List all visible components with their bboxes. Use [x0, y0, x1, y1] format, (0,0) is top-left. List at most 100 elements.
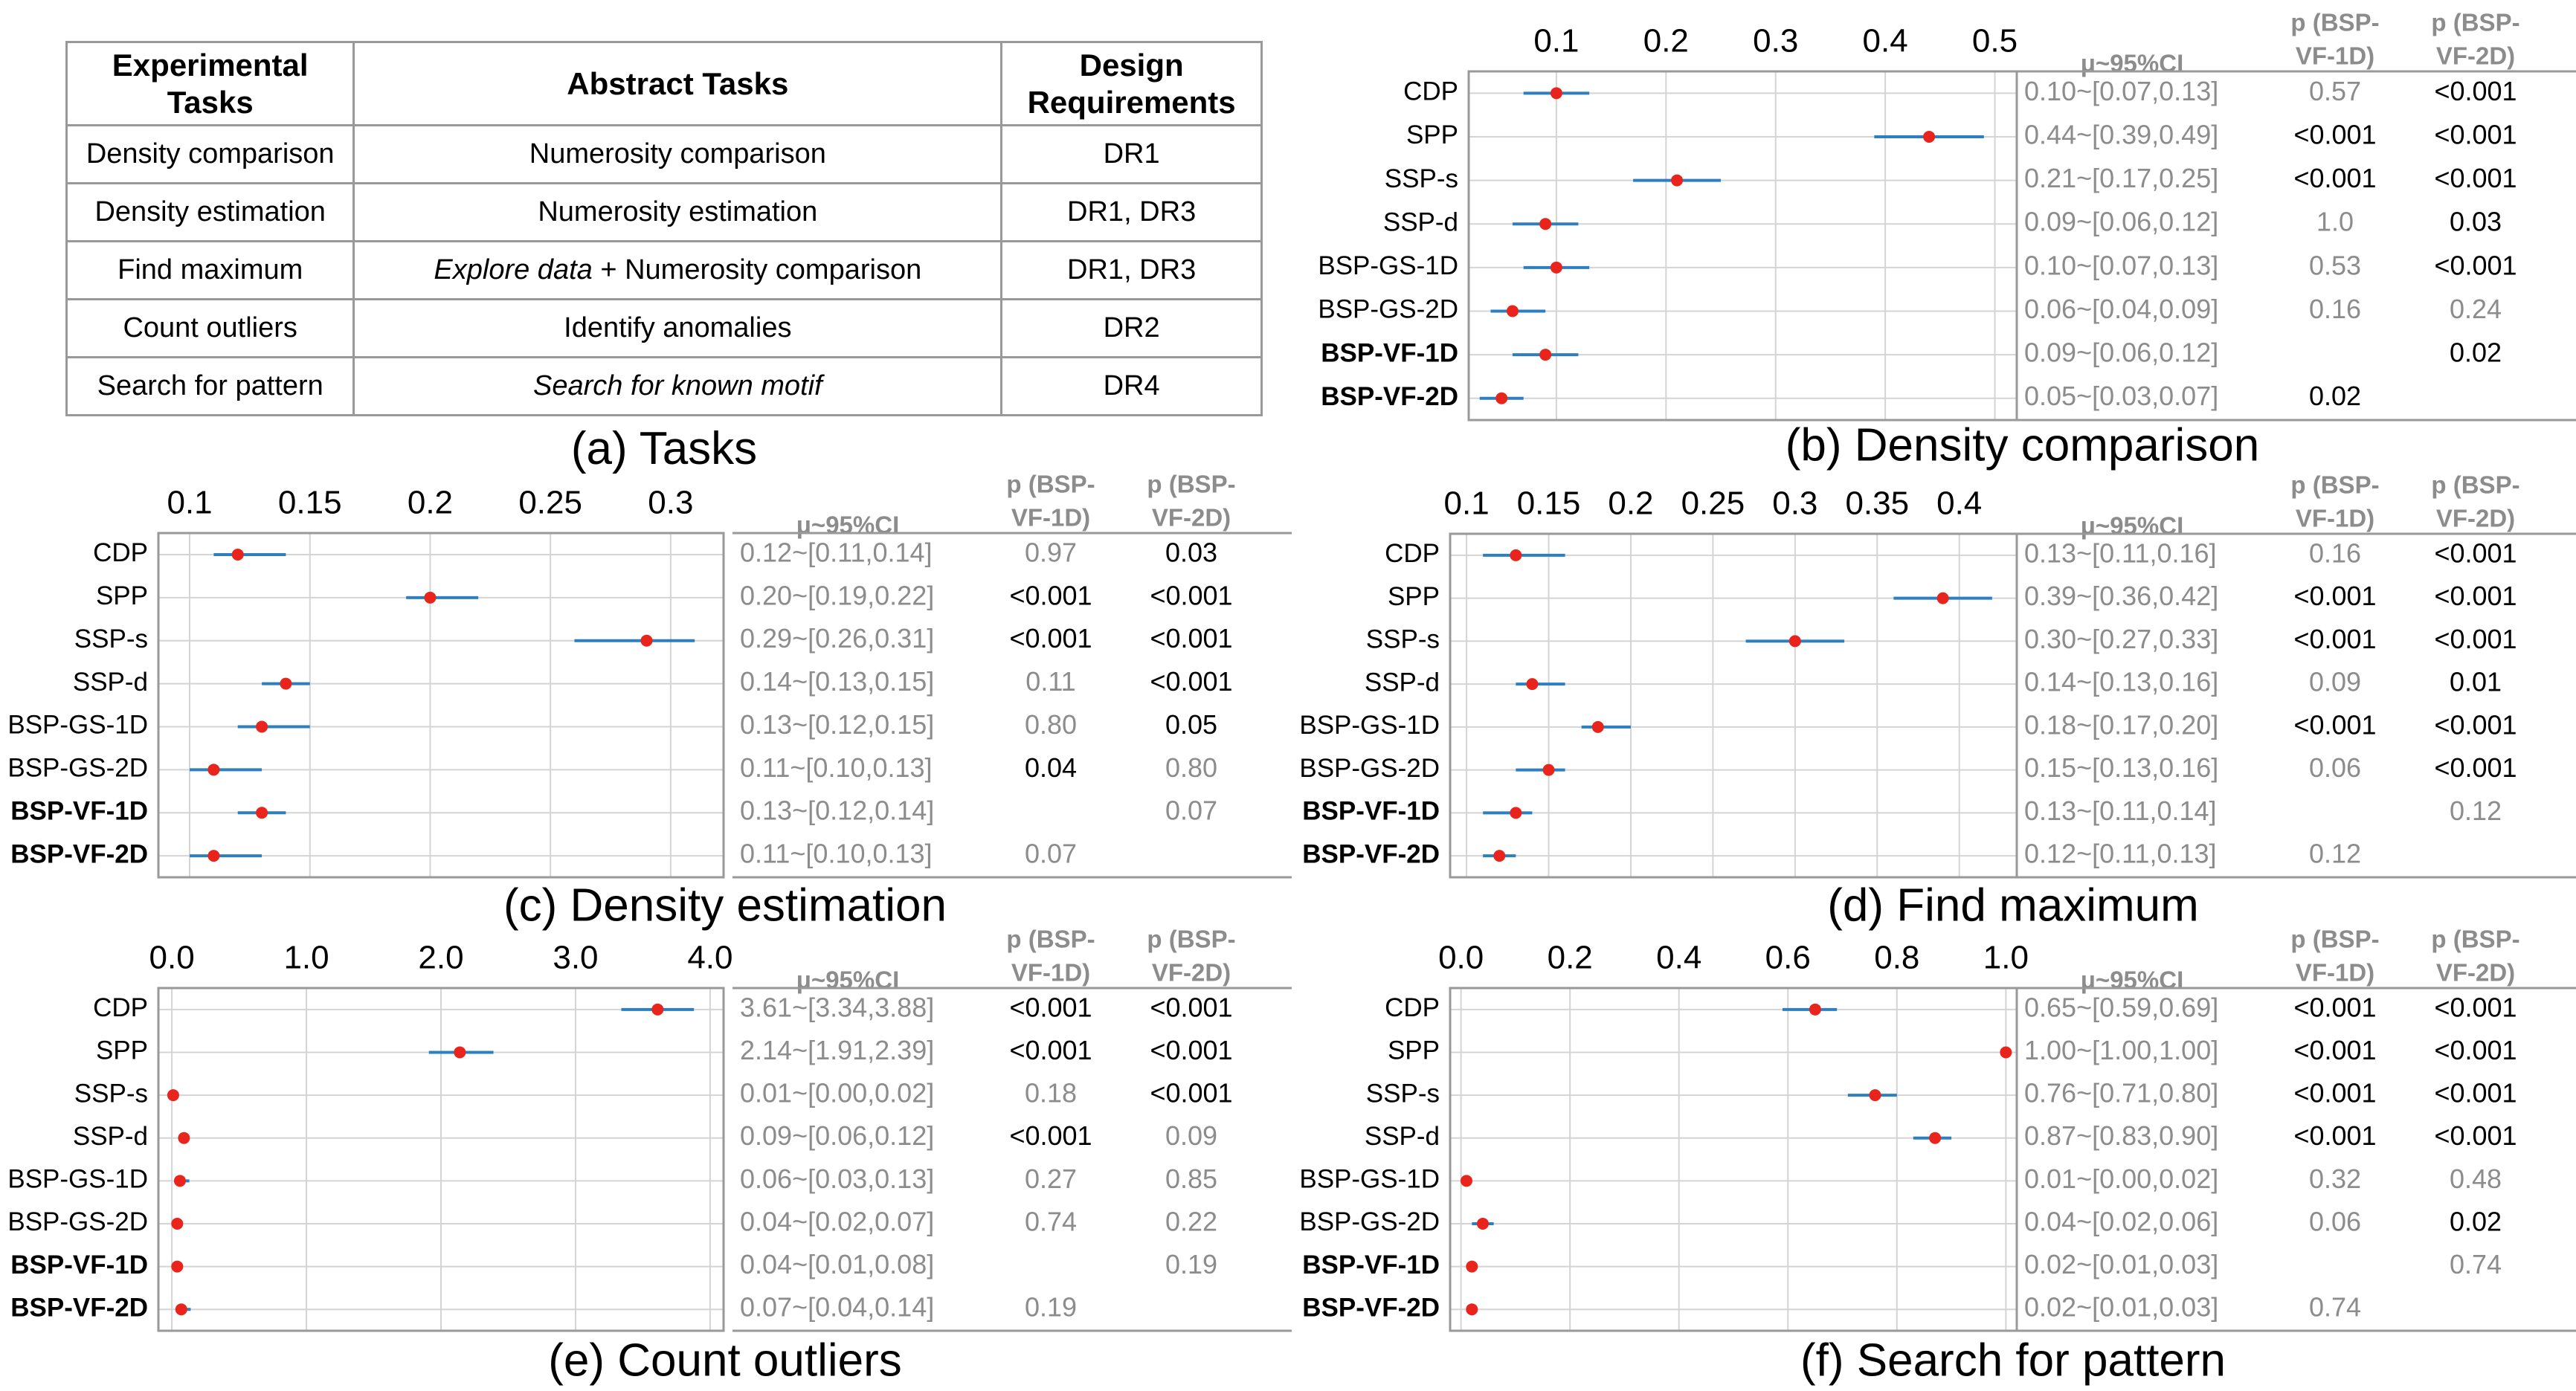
ci-value: 0.04~[0.02,0.06]	[2024, 1206, 2218, 1236]
p2-value: 0.01	[2450, 667, 2502, 697]
p1-value: <0.001	[2293, 1120, 2376, 1151]
category-label: BSP-GS-2D	[1299, 754, 1440, 783]
category-label: BSP-GS-1D	[1299, 711, 1440, 740]
abstract-task-text: Search for known motif	[533, 370, 822, 401]
ci-value: 3.61~[3.34,3.88]	[740, 992, 934, 1022]
x-tick-label: 0.2	[1643, 23, 1689, 59]
mean-point	[1460, 1175, 1472, 1187]
x-tick-label: 0.15	[1517, 485, 1581, 522]
tasks-table-row: Count outliers Identify anomalies DR2	[65, 298, 1263, 358]
category-label: SSP-s	[1366, 1079, 1440, 1108]
category-label: CDP	[93, 993, 148, 1022]
mean-point	[454, 1046, 466, 1059]
x-tick-label: 1.0	[283, 940, 329, 976]
p2-value: 0.02	[2450, 1206, 2502, 1236]
x-tick-label: 0.1	[1444, 485, 1490, 522]
category-label: SPP	[1406, 120, 1458, 149]
category-label: BSP-GS-1D	[7, 1165, 148, 1194]
tasks-caption: (a) Tasks	[570, 423, 758, 474]
p1-value: 0.97	[1025, 537, 1077, 567]
p2-header: VF-2D)	[2436, 505, 2515, 532]
panel-caption: (e) Count outliers	[548, 1334, 902, 1386]
panel-caption: (c) Density estimation	[503, 880, 947, 931]
abstract-task-cell: Numerosity comparison	[352, 124, 1003, 184]
mean-point	[207, 850, 220, 862]
p1-header: p (BSP-	[2290, 9, 2379, 36]
plot-frame	[1449, 987, 2018, 1332]
x-tick-label: 0.3	[1772, 485, 1817, 522]
p1-value: 0.16	[2309, 538, 2361, 568]
p2-value: 0.24	[2450, 294, 2502, 324]
ci-header: μ~95%CI	[2081, 50, 2184, 77]
p1-value: <0.001	[2293, 581, 2376, 611]
design-requirement-cell: DR1	[1000, 124, 1263, 184]
category-label: CDP	[1403, 77, 1458, 106]
ci-value: 0.06~[0.04,0.09]	[2024, 294, 2218, 324]
category-label: SPP	[96, 1036, 148, 1065]
ci-value: 0.09~[0.06,0.12]	[740, 1120, 934, 1151]
p1-value: <0.001	[2293, 119, 2376, 149]
category-label: BSP-VF-1D	[1302, 797, 1440, 826]
mean-point	[1506, 305, 1519, 317]
p2-value: <0.001	[2434, 163, 2517, 193]
p2-header: p (BSP-	[2431, 471, 2519, 499]
mean-point	[1539, 218, 1552, 230]
panel-caption: (f) Search for pattern	[1800, 1334, 2226, 1386]
category-label: SSP-d	[1365, 1122, 1440, 1151]
p2-value: 0.05	[1165, 709, 1217, 740]
p2-value: 0.03	[1165, 537, 1217, 567]
x-tick-label: 0.1	[1533, 23, 1579, 59]
ci-value: 0.18~[0.17,0.20]	[2024, 709, 2218, 740]
mean-point	[173, 1175, 186, 1187]
p1-value: 0.53	[2309, 250, 2361, 280]
category-label: SSP-d	[73, 1122, 148, 1151]
p1-value: 0.12	[2309, 839, 2361, 869]
p1-value: 0.07	[1025, 839, 1077, 869]
p2-header: p (BSP-	[1147, 926, 1235, 953]
ci-header: μ~95%CI	[796, 966, 900, 994]
p2-value: <0.001	[2434, 709, 2517, 740]
ci-value: 2.14~[1.91,2.39]	[740, 1035, 934, 1065]
x-tick-label: 1.0	[1983, 940, 2029, 976]
mean-point	[207, 764, 220, 776]
abstract-task-text: Numerosity estimation	[538, 196, 818, 227]
p2-header: VF-2D)	[1152, 959, 1231, 987]
mean-point	[1550, 87, 1562, 100]
x-tick-label: 0.4	[1656, 940, 1701, 976]
mean-point	[171, 1260, 184, 1273]
mean-point	[1923, 130, 1936, 143]
abstract-task-cell: Explore data + Numerosity comparison	[352, 240, 1003, 300]
ci-value: 0.20~[0.19,0.22]	[740, 580, 934, 610]
mean-point	[1539, 349, 1552, 361]
ci-value: 0.39~[0.36,0.42]	[2024, 581, 2218, 611]
p2-header: p (BSP-	[1147, 471, 1235, 498]
mean-point	[175, 1303, 187, 1316]
tasks-table-body: Density comparison Numerosity comparison D…	[65, 124, 1263, 416]
ci-header: μ~95%CI	[2081, 512, 2184, 540]
mean-point	[1495, 392, 1508, 404]
p1-header: VF-1D)	[2296, 42, 2374, 70]
p2-header: VF-2D)	[2436, 959, 2515, 987]
mean-point	[651, 1003, 664, 1016]
plot-frame	[157, 532, 725, 879]
category-label: SSP-d	[1365, 668, 1440, 697]
p2-value: <0.001	[1150, 992, 1232, 1022]
category-label: BSP-GS-1D	[1318, 251, 1458, 280]
abstract-task-text: + Numerosity comparison	[592, 254, 922, 285]
ci-value: 0.12~[0.11,0.13]	[2024, 839, 2217, 869]
p1-value: 0.04	[1025, 752, 1077, 783]
p2-value: <0.001	[2434, 76, 2517, 106]
tasks-table-row: Search for pattern Search for known motif…	[65, 356, 1263, 416]
mean-point	[1550, 261, 1562, 274]
ci-value: 0.06~[0.03,0.13]	[740, 1164, 934, 1194]
ci-value: 0.12~[0.11,0.14]	[740, 537, 933, 567]
ci-value: 0.09~[0.06,0.12]	[2024, 207, 2218, 237]
mean-point	[256, 720, 268, 733]
ci-value: 0.14~[0.13,0.16]	[2024, 667, 2218, 697]
p1-value: 0.06	[2309, 1206, 2361, 1236]
p1-value: <0.001	[1009, 992, 1092, 1022]
category-label: SSP-d	[1383, 207, 1458, 236]
ci-value: 0.29~[0.26,0.31]	[740, 623, 934, 653]
